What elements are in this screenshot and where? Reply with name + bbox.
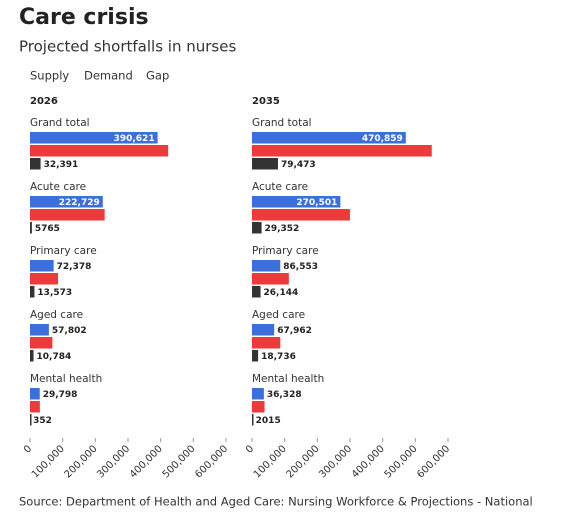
bar bbox=[30, 222, 32, 234]
bar bbox=[30, 196, 103, 208]
bar bbox=[252, 260, 281, 272]
value-label: 5765 bbox=[35, 224, 60, 234]
bar bbox=[30, 337, 53, 349]
value-label: 86,553 bbox=[283, 262, 318, 272]
category-label: Grand total bbox=[252, 117, 312, 129]
x-tick-label: 200,000 bbox=[285, 443, 322, 480]
value-label: 29,798 bbox=[43, 390, 78, 400]
bar bbox=[30, 260, 54, 272]
bar bbox=[252, 132, 406, 144]
x-tick-label: 400,000 bbox=[128, 443, 165, 480]
x-tick-label: 500,000 bbox=[383, 443, 420, 480]
value-label: 32,391 bbox=[44, 160, 79, 170]
value-label: 10,784 bbox=[37, 352, 72, 362]
value-label: 79,473 bbox=[281, 160, 316, 170]
value-label: 2015 bbox=[256, 416, 281, 426]
bar bbox=[30, 273, 59, 285]
category-label: Acute care bbox=[30, 181, 86, 193]
bar bbox=[30, 350, 34, 362]
bar bbox=[252, 209, 350, 221]
value-label: 57,802 bbox=[52, 326, 87, 336]
legend-entry[interactable]: Demand bbox=[84, 69, 133, 83]
bar bbox=[252, 196, 341, 208]
panel-title: 2026 bbox=[30, 96, 58, 107]
subtitle: Projected shortfalls in nurses bbox=[19, 38, 236, 56]
value-label: 13,573 bbox=[37, 288, 72, 298]
bar bbox=[252, 401, 265, 413]
category-label: Aged care bbox=[30, 309, 83, 321]
x-tick-label: 0 bbox=[244, 443, 256, 455]
x-tick-label: 300,000 bbox=[95, 443, 132, 480]
x-tick-label: 100,000 bbox=[30, 443, 67, 480]
bar bbox=[252, 337, 281, 349]
bar bbox=[30, 286, 35, 298]
category-label: Primary care bbox=[252, 245, 319, 257]
value-label: 36,328 bbox=[267, 390, 302, 400]
x-tick-label: 600,000 bbox=[193, 443, 230, 480]
value-label: 390,621 bbox=[114, 134, 155, 144]
bar bbox=[252, 388, 264, 400]
x-tick-label: 500,000 bbox=[161, 443, 198, 480]
bar bbox=[252, 158, 278, 170]
title: Care crisis bbox=[19, 5, 149, 30]
category-label: Acute care bbox=[252, 181, 308, 193]
value-label: 18,736 bbox=[261, 352, 296, 362]
bar bbox=[252, 273, 289, 285]
legend-entry[interactable]: Gap bbox=[146, 69, 169, 83]
value-label: 270,501 bbox=[296, 198, 337, 208]
x-tick-label: 400,000 bbox=[350, 443, 387, 480]
x-tick-label: 200,000 bbox=[63, 443, 100, 480]
bar bbox=[30, 388, 40, 400]
value-label: 67,962 bbox=[277, 326, 312, 336]
category-label: Primary care bbox=[30, 245, 97, 257]
bar bbox=[30, 132, 158, 144]
x-tick-label: 0 bbox=[22, 443, 34, 455]
bar bbox=[252, 286, 261, 298]
value-label: 470,859 bbox=[362, 134, 403, 144]
bar bbox=[252, 414, 254, 426]
bar bbox=[30, 145, 169, 157]
bar bbox=[30, 401, 40, 413]
value-label: 29,352 bbox=[265, 224, 300, 234]
x-tick-label: 300,000 bbox=[317, 443, 354, 480]
bar bbox=[252, 324, 275, 336]
category-label: Mental health bbox=[252, 373, 324, 385]
x-tick-label: 600,000 bbox=[415, 443, 452, 480]
value-label: 222,729 bbox=[59, 198, 100, 208]
bar bbox=[30, 324, 49, 336]
category-label: Mental health bbox=[30, 373, 102, 385]
category-label: Aged care bbox=[252, 309, 305, 321]
category-label: Grand total bbox=[30, 117, 90, 129]
bar bbox=[30, 414, 32, 426]
legend-entry[interactable]: Supply bbox=[30, 69, 69, 83]
bar bbox=[252, 222, 262, 234]
x-tick-label: 100,000 bbox=[252, 443, 289, 480]
value-label: 72,378 bbox=[57, 262, 92, 272]
value-label: 352 bbox=[33, 416, 52, 426]
source: Source: Department of Health and Aged Ca… bbox=[19, 495, 533, 509]
bar bbox=[252, 145, 432, 157]
value-label: 26,144 bbox=[264, 288, 299, 298]
bar bbox=[252, 350, 259, 362]
panel-title: 2035 bbox=[252, 96, 280, 107]
bar bbox=[30, 158, 41, 170]
bar bbox=[30, 209, 105, 221]
